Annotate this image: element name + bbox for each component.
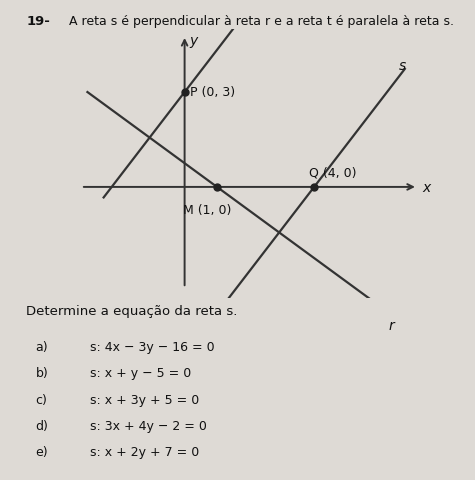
Text: Determine a equação da reta s.: Determine a equação da reta s. <box>26 305 238 318</box>
Text: s: x + 3y + 5 = 0: s: x + 3y + 5 = 0 <box>90 394 200 407</box>
Text: c): c) <box>36 394 48 407</box>
Text: Q (4, 0): Q (4, 0) <box>309 166 357 179</box>
Text: s: s <box>399 59 406 72</box>
Text: r: r <box>389 319 394 333</box>
Text: 19-: 19- <box>26 15 50 28</box>
Text: s: x + y − 5 = 0: s: x + y − 5 = 0 <box>90 367 191 380</box>
Text: s: x + 2y + 7 = 0: s: x + 2y + 7 = 0 <box>90 446 200 459</box>
Text: b): b) <box>36 367 48 380</box>
Text: a): a) <box>36 341 48 354</box>
Text: y: y <box>190 34 198 48</box>
Text: A reta s é perpendicular à reta r e a reta t é paralela à reta s.: A reta s é perpendicular à reta r e a re… <box>69 15 454 28</box>
Text: M (1, 0): M (1, 0) <box>183 204 231 217</box>
Text: s: 4x − 3y − 16 = 0: s: 4x − 3y − 16 = 0 <box>90 341 215 354</box>
Text: s: 3x + 4y − 2 = 0: s: 3x + 4y − 2 = 0 <box>90 420 207 433</box>
Text: x: x <box>423 181 431 195</box>
Text: P (0, 3): P (0, 3) <box>190 85 236 98</box>
Text: e): e) <box>36 446 48 459</box>
Text: d): d) <box>36 420 48 433</box>
